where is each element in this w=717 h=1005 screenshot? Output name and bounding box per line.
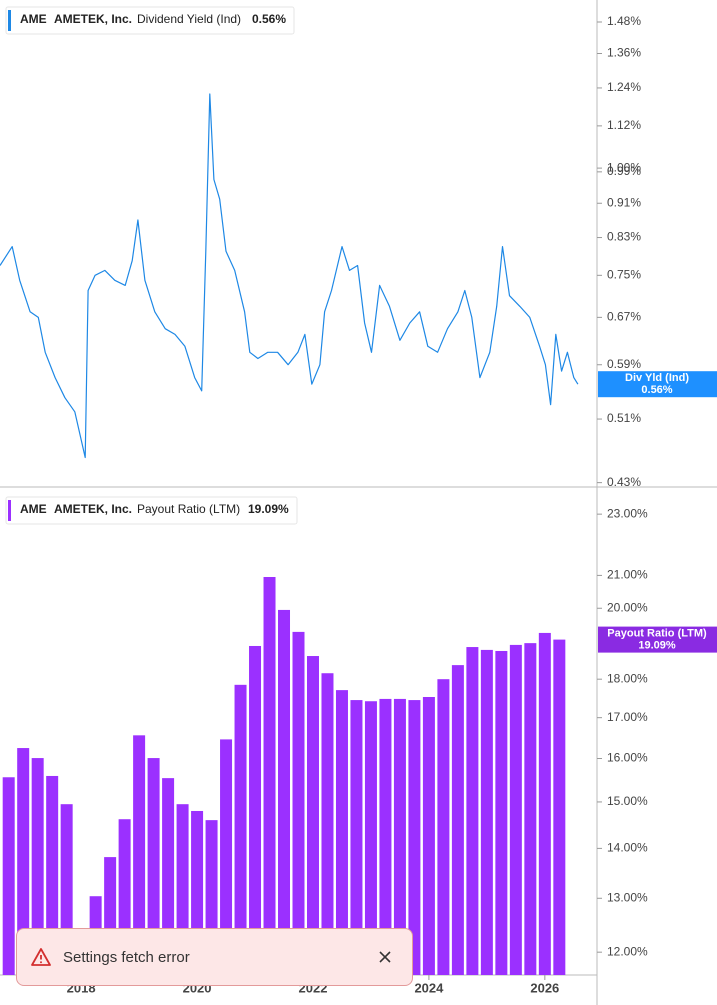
bar	[509, 644, 522, 975]
warning-icon	[31, 948, 51, 966]
bar	[220, 739, 233, 975]
legend-company: AMETEK, Inc.	[54, 12, 132, 26]
bar	[31, 758, 44, 975]
y-tick-label: 12.00%	[607, 944, 648, 958]
y-tick-label: 0.99%	[607, 164, 641, 178]
legend-value: 19.09%	[248, 502, 289, 516]
bar	[364, 701, 377, 975]
legend-series: Dividend Yield (Ind)	[137, 12, 241, 26]
y-tick-label: 1.24%	[607, 80, 641, 94]
legend-box	[5, 6, 295, 35]
value-flag	[598, 626, 717, 653]
bar	[263, 577, 276, 975]
y-tick-label: 0.43%	[607, 475, 641, 489]
y-tick-label: 20.00%	[607, 600, 648, 614]
bar	[422, 696, 435, 975]
bar	[60, 804, 73, 975]
legend-swatch	[8, 500, 11, 521]
x-tick-label: 2024	[414, 980, 444, 995]
close-button[interactable]	[378, 950, 392, 964]
y-tick-label: 1.48%	[607, 14, 641, 28]
y-tick-label: 0.83%	[607, 230, 641, 244]
value-flag	[598, 371, 717, 398]
flag-value: 19.09%	[638, 640, 676, 652]
y-tick-label: 17.00%	[607, 710, 648, 724]
bar	[292, 631, 305, 975]
x-tick-label: 2026	[530, 980, 559, 995]
legend-box	[5, 496, 298, 525]
toast-message: Settings fetch error	[63, 948, 190, 966]
legend-ticker: AME	[20, 12, 47, 26]
bar	[2, 777, 15, 975]
bar	[495, 650, 508, 975]
y-tick-label: 14.00%	[607, 841, 648, 855]
bar	[162, 778, 175, 975]
series-line	[0, 93, 579, 459]
toast: Settings fetch error	[16, 928, 413, 986]
line-group	[0, 93, 579, 459]
bar	[234, 684, 247, 975]
bar	[133, 735, 146, 975]
bar	[17, 748, 30, 975]
bar	[451, 665, 464, 975]
bar	[321, 673, 334, 975]
legend-value: 0.56%	[252, 12, 286, 26]
y-tick-label: 0.59%	[607, 357, 641, 371]
bar	[249, 645, 262, 975]
legend-series: Payout Ratio (LTM)	[137, 502, 240, 516]
bar	[278, 609, 291, 975]
y-tick-label: 13.00%	[607, 890, 648, 904]
bar	[538, 632, 551, 975]
bar	[408, 700, 421, 975]
y-tick-label: 21.00%	[607, 568, 648, 582]
y-tick-label: 0.51%	[607, 411, 641, 425]
flag-value: 0.56%	[641, 384, 672, 396]
y-tick-label: 23.00%	[607, 506, 648, 520]
y-tick-label: 0.67%	[607, 310, 641, 324]
flag-name: Payout Ratio (LTM)	[607, 628, 707, 640]
y-tick-label: 0.91%	[607, 195, 641, 209]
y-tick-label: 0.75%	[607, 267, 641, 281]
bar	[524, 643, 537, 975]
bar	[350, 700, 363, 975]
flag-name: Div Yld (Ind)	[625, 372, 689, 384]
bar	[147, 758, 160, 975]
bar	[306, 656, 319, 975]
bar	[393, 698, 406, 975]
y-tick-label: 16.00%	[607, 751, 648, 765]
bar	[379, 698, 392, 975]
y-tick-label: 15.00%	[607, 794, 648, 808]
legend-swatch	[8, 10, 11, 31]
y-tick-label: 1.12%	[607, 118, 641, 132]
y-tick-label: 1.36%	[607, 46, 641, 60]
bar	[437, 679, 450, 975]
bar	[335, 690, 348, 975]
legend-ticker: AME	[20, 502, 47, 516]
y-tick-label: 1.00%	[607, 160, 641, 174]
bar	[553, 639, 566, 975]
bar	[466, 647, 479, 975]
legend-company: AMETEK, Inc.	[54, 502, 132, 516]
bar	[46, 775, 59, 975]
bar	[480, 649, 493, 975]
y-tick-label: 18.00%	[607, 671, 648, 685]
